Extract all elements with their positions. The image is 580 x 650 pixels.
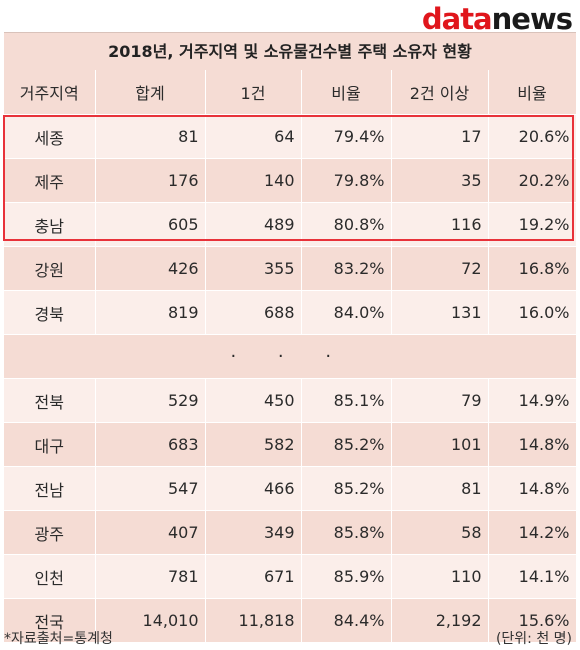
header-region: 거주지역 <box>4 70 96 115</box>
table-row: 전북 529 450 85.1% 79 14.9% <box>4 378 577 423</box>
total-cell: 14,010 <box>95 598 206 643</box>
unit-note: (단위: 천 명) <box>495 631 572 647</box>
table-row: 제주 176 140 79.8% 35 20.2% <box>4 158 577 203</box>
total-cell: 407 <box>95 510 206 555</box>
header-one: 1건 <box>205 70 302 115</box>
table-row: 대구 683 582 85.2% 101 14.8% <box>4 422 577 467</box>
ratio-two-plus-cell: 20.6% <box>488 114 577 159</box>
header-ratio-one: 비율 <box>301 70 392 115</box>
table-title: 2018년, 거주지역 및 소유물건수별 주택 소유자 현황 <box>4 32 576 72</box>
total-cell: 683 <box>95 422 206 467</box>
one-cell: 582 <box>205 422 302 467</box>
ratio-one-cell: 85.8% <box>301 510 392 555</box>
ellipsis-row: · · · <box>4 334 577 379</box>
ratio-one-cell: 85.9% <box>301 554 392 599</box>
header-two-plus: 2건 이상 <box>391 70 489 115</box>
two-plus-cell: 79 <box>391 378 489 423</box>
total-cell: 605 <box>95 202 206 247</box>
ratio-one-cell: 79.8% <box>301 158 392 203</box>
one-cell: 140 <box>205 158 302 203</box>
total-cell: 819 <box>95 290 206 335</box>
table-row: 충남 605 489 80.8% 116 19.2% <box>4 202 577 247</box>
datanews-logo: datanews <box>421 2 573 36</box>
one-cell: 11,818 <box>205 598 302 643</box>
one-cell: 688 <box>205 290 302 335</box>
region-cell: 대구 <box>4 422 96 467</box>
two-plus-cell: 131 <box>391 290 489 335</box>
ratio-one-cell: 85.2% <box>301 422 392 467</box>
header-ratio-two-plus: 비율 <box>488 70 577 115</box>
two-plus-cell: 116 <box>391 202 489 247</box>
table-row: 인천 781 671 85.9% 110 14.1% <box>4 554 577 599</box>
ratio-two-plus-cell: 19.2% <box>488 202 577 247</box>
ratio-two-plus-cell: 14.1% <box>488 554 577 599</box>
ratio-two-plus-cell: 20.2% <box>488 158 577 203</box>
ratio-two-plus-cell: 15.6% <box>488 598 577 643</box>
ratio-two-plus-cell: 14.9% <box>488 378 577 423</box>
one-cell: 466 <box>205 466 302 511</box>
region-cell: 세종 <box>4 114 96 159</box>
ratio-two-plus-cell: 14.8% <box>488 422 577 467</box>
one-cell: 450 <box>205 378 302 423</box>
two-plus-cell: 101 <box>391 422 489 467</box>
ratio-one-cell: 83.2% <box>301 246 392 291</box>
one-cell: 349 <box>205 510 302 555</box>
ratio-two-plus-cell: 16.8% <box>488 246 577 291</box>
total-cell: 529 <box>95 378 206 423</box>
two-plus-cell: 81 <box>391 466 489 511</box>
two-plus-cell: 2,192 <box>391 598 489 643</box>
region-cell: 광주 <box>4 510 96 555</box>
two-plus-cell: 58 <box>391 510 489 555</box>
header-total: 합계 <box>95 70 206 115</box>
one-cell: 355 <box>205 246 302 291</box>
region-cell: 강원 <box>4 246 96 291</box>
region-cell: 전북 <box>4 378 96 423</box>
total-cell: 81 <box>95 114 206 159</box>
ratio-two-plus-cell: 14.8% <box>488 466 577 511</box>
ratio-two-plus-cell: 16.0% <box>488 290 577 335</box>
source-note: *자료출처=통계청 <box>4 631 113 647</box>
region-cell: 경북 <box>4 290 96 335</box>
ownership-table: 거주지역 합계 1건 비율 2건 이상 비율 세종 81 64 79.4% 17… <box>4 70 577 643</box>
region-cell: 전남 <box>4 466 96 511</box>
total-row: 전국 14,010 11,818 84.4% 2,192 15.6% <box>4 598 577 643</box>
one-cell: 489 <box>205 202 302 247</box>
header-row: 거주지역 합계 1건 비율 2건 이상 비율 <box>4 70 577 115</box>
ratio-one-cell: 84.0% <box>301 290 392 335</box>
ellipsis-cell: · · · <box>4 334 577 379</box>
two-plus-cell: 110 <box>391 554 489 599</box>
region-cell: 인천 <box>4 554 96 599</box>
ratio-one-cell: 84.4% <box>301 598 392 643</box>
region-cell: 충남 <box>4 202 96 247</box>
total-cell: 781 <box>95 554 206 599</box>
region-cell: 전국 <box>4 598 96 643</box>
total-cell: 176 <box>95 158 206 203</box>
ratio-one-cell: 85.2% <box>301 466 392 511</box>
table-row: 경북 819 688 84.0% 131 16.0% <box>4 290 577 335</box>
ratio-two-plus-cell: 14.2% <box>488 510 577 555</box>
two-plus-cell: 35 <box>391 158 489 203</box>
ratio-one-cell: 79.4% <box>301 114 392 159</box>
table-row: 전남 547 466 85.2% 81 14.8% <box>4 466 577 511</box>
table-row: 세종 81 64 79.4% 17 20.6% <box>4 114 577 159</box>
two-plus-cell: 17 <box>391 114 489 159</box>
one-cell: 64 <box>205 114 302 159</box>
two-plus-cell: 72 <box>391 246 489 291</box>
one-cell: 671 <box>205 554 302 599</box>
table-row: 강원 426 355 83.2% 72 16.8% <box>4 246 577 291</box>
ratio-one-cell: 85.1% <box>301 378 392 423</box>
ratio-one-cell: 80.8% <box>301 202 392 247</box>
table-row: 광주 407 349 85.8% 58 14.2% <box>4 510 577 555</box>
total-cell: 426 <box>95 246 206 291</box>
region-cell: 제주 <box>4 158 96 203</box>
total-cell: 547 <box>95 466 206 511</box>
